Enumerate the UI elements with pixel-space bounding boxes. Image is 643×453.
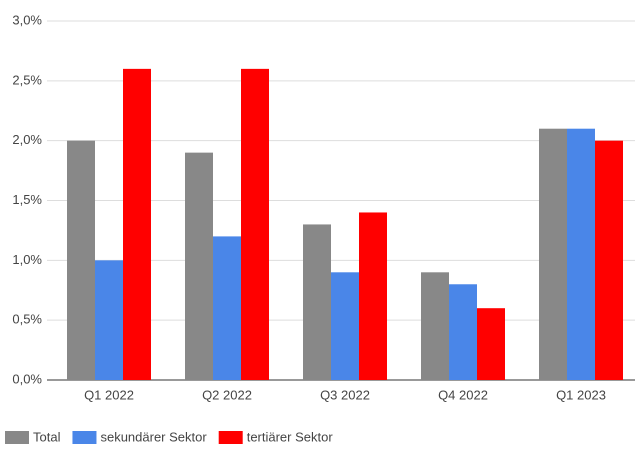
bar bbox=[241, 68, 269, 380]
y-tick-label: 2,5% bbox=[12, 72, 42, 87]
y-tick-label: 3,0% bbox=[12, 12, 42, 27]
y-tick-label: 0,0% bbox=[12, 371, 42, 386]
legend-label: Total bbox=[33, 429, 61, 444]
bar bbox=[595, 140, 623, 380]
y-tick-label: 1,0% bbox=[12, 252, 42, 267]
legend-label: tertiärer Sektor bbox=[247, 429, 334, 444]
x-tick-label: Q2 2022 bbox=[202, 387, 252, 402]
bar bbox=[539, 128, 567, 380]
legend-swatch bbox=[5, 431, 29, 444]
x-tick-label: Q4 2022 bbox=[438, 387, 488, 402]
bar bbox=[421, 272, 449, 380]
bar bbox=[449, 284, 477, 380]
x-tick-label: Q1 2023 bbox=[556, 387, 606, 402]
legend-label: sekundärer Sektor bbox=[100, 429, 207, 444]
bar bbox=[213, 236, 241, 380]
bar bbox=[95, 260, 123, 380]
legend-swatch bbox=[218, 431, 243, 444]
x-tick-label: Q1 2022 bbox=[84, 387, 134, 402]
x-tick-label: Q3 2022 bbox=[320, 387, 370, 402]
bar bbox=[303, 224, 331, 380]
legend-swatch bbox=[72, 431, 97, 444]
bar bbox=[67, 140, 95, 380]
y-tick-label: 1,5% bbox=[12, 192, 42, 207]
bar bbox=[331, 272, 359, 380]
bar bbox=[123, 68, 151, 380]
bar bbox=[359, 212, 387, 380]
y-tick-label: 0,5% bbox=[12, 312, 42, 327]
bar bbox=[185, 152, 213, 380]
bar bbox=[567, 128, 595, 380]
y-tick-label: 2,0% bbox=[12, 132, 42, 147]
bar bbox=[477, 308, 505, 380]
